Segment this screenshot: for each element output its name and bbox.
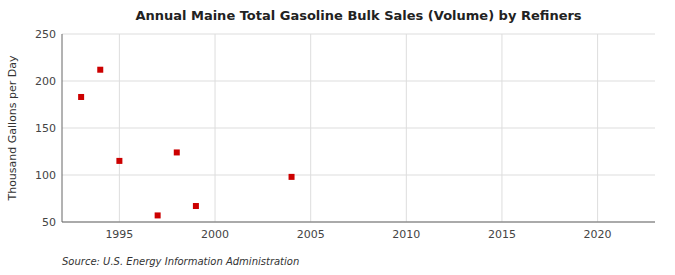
source: Source: U.S. Energy Information Administ… — [62, 256, 299, 267]
y-axis-line — [62, 34, 63, 222]
x-tick-label: 2000 — [201, 228, 229, 241]
points — [78, 67, 294, 219]
point — [116, 158, 122, 164]
y-tick-label: 200 — [35, 75, 56, 88]
x-grid-line — [215, 34, 216, 222]
x-axis-line — [62, 222, 655, 223]
y-axis-label: Thousand Gallons per Day — [6, 55, 19, 202]
x-tick-label: 2015 — [488, 228, 516, 241]
x-grid-line — [501, 34, 502, 222]
y-grid-line — [62, 34, 655, 35]
x-grid-line — [597, 34, 598, 222]
y-tick-label: 50 — [42, 216, 56, 229]
chart: Annual Maine Total Gasoline Bulk Sales (… — [0, 0, 675, 275]
point — [155, 212, 161, 218]
y-grid-line — [62, 128, 655, 129]
x-grid-line — [119, 34, 120, 222]
x-tick-label: 2005 — [297, 228, 325, 241]
point — [97, 67, 103, 73]
y-grid-line — [62, 81, 655, 82]
point — [78, 94, 84, 100]
y-tick-label: 100 — [35, 169, 56, 182]
x-tick-label: 2010 — [392, 228, 420, 241]
y-tick-label: 150 — [35, 122, 56, 135]
x-grid-line — [310, 34, 311, 222]
y-tick-label: 250 — [35, 28, 56, 41]
point — [193, 203, 199, 209]
x-grid-line — [406, 34, 407, 222]
point — [289, 174, 295, 180]
x-tick-label: 1995 — [105, 228, 133, 241]
x-tick-label: 2020 — [584, 228, 612, 241]
point — [174, 149, 180, 155]
y-grid-line — [62, 175, 655, 176]
title: Annual Maine Total Gasoline Bulk Sales (… — [135, 8, 581, 23]
grid — [62, 34, 655, 222]
y-grid-line — [62, 222, 655, 223]
